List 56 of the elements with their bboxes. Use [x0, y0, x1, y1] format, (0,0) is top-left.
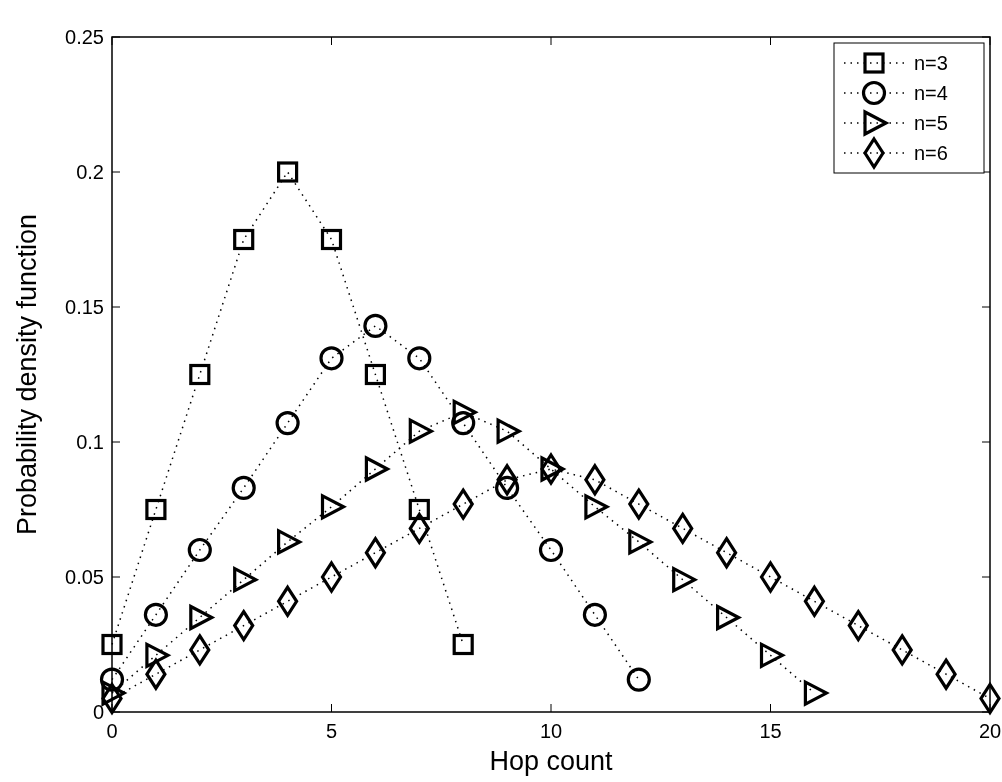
point: [101, 633, 123, 656]
point: [364, 456, 389, 482]
y-tick-label: 0: [92, 701, 104, 723]
y-tick-label: 0.25: [65, 26, 104, 48]
y-tick-label: 0.1: [76, 431, 104, 453]
point: [320, 561, 343, 593]
y-tick-label: 0.2: [76, 161, 104, 183]
point: [759, 561, 782, 593]
legend-label: n=6: [914, 142, 948, 164]
x-tick-label: 0: [106, 720, 118, 742]
x-tick-label: 15: [759, 720, 782, 742]
point: [495, 475, 520, 500]
point: [364, 363, 386, 386]
point: [716, 604, 741, 631]
point: [407, 346, 432, 371]
y-tick-label: 0.05: [65, 566, 104, 588]
point: [452, 399, 477, 425]
point: [233, 228, 255, 251]
point: [363, 313, 388, 338]
point: [538, 537, 564, 563]
x-tick-label: 20: [978, 720, 1002, 742]
point: [319, 346, 344, 371]
point: [672, 567, 697, 593]
point: [277, 529, 302, 555]
point: [582, 602, 607, 627]
point: [451, 411, 476, 436]
point: [628, 529, 653, 555]
point: [320, 494, 346, 520]
point: [189, 363, 211, 386]
x-tick-label: 5: [325, 720, 338, 742]
point: [452, 633, 474, 656]
point: [233, 567, 258, 593]
point: [408, 418, 433, 444]
point: [408, 498, 430, 521]
point: [145, 498, 167, 521]
y-tick-label: 0.15: [65, 296, 104, 318]
point: [803, 680, 828, 706]
legend-label: n=3: [914, 52, 948, 74]
point: [145, 642, 170, 668]
legend-label: n=5: [914, 112, 948, 134]
point: [143, 602, 168, 627]
point: [320, 228, 343, 251]
point: [187, 537, 212, 563]
y-axis-title: Probability density function: [12, 213, 42, 536]
point: [277, 161, 299, 183]
point: [101, 680, 126, 706]
legend-label: n=4: [914, 82, 948, 104]
point: [99, 667, 125, 692]
x-tick-label: 10: [539, 720, 563, 742]
point: [275, 411, 300, 436]
point: [626, 667, 651, 692]
point: [231, 475, 256, 500]
x-axis-title: Hop count: [489, 746, 614, 776]
point: [584, 494, 609, 520]
point: [496, 418, 521, 444]
point: [759, 642, 785, 668]
